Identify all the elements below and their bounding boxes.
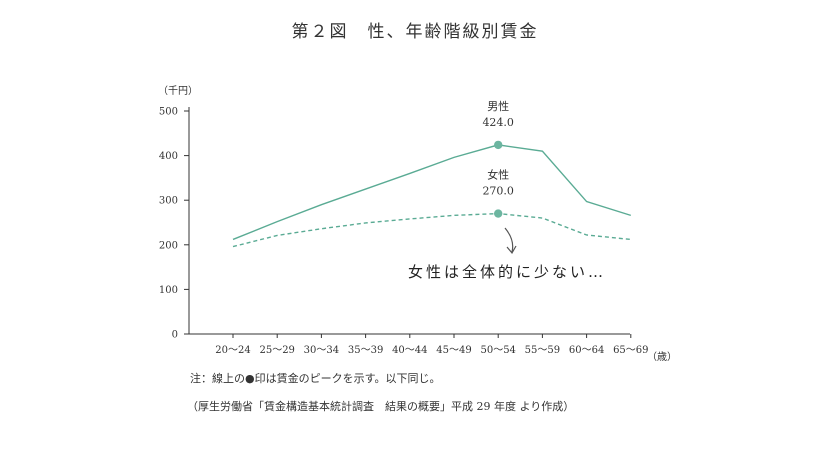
peak-markers: 424.0 男性 270.0 女性 <box>482 99 514 218</box>
x-tick-label: 40～44 <box>392 345 427 356</box>
x-tick-label: 55～59 <box>525 345 560 356</box>
x-axis-unit: （歳） <box>647 351 677 363</box>
chart-note: 注：線上の●印は賃金のピークを示す。以下同じ。 <box>190 371 441 385</box>
peak-value-label: 424.0 <box>482 116 514 129</box>
y-axis-unit: （千円） <box>158 85 198 97</box>
x-tick-label: 35～39 <box>348 345 383 356</box>
series-name-label: 女性 <box>487 168 509 182</box>
x-tick-label: 30～34 <box>304 345 339 356</box>
x-tick-label: 20～24 <box>215 345 250 356</box>
peak-marker <box>494 209 503 218</box>
y-tick-label: 0 <box>172 330 178 341</box>
peak-value-label: 270.0 <box>482 185 514 198</box>
peak-marker <box>494 140 503 150</box>
series-name-label: 男性 <box>487 99 509 113</box>
annotation-text: 女性は全体的に少ない… <box>408 263 606 281</box>
x-tick-label: 25～29 <box>259 345 294 356</box>
x-tick-label: 65～69 <box>613 345 648 356</box>
y-tick-label: 400 <box>159 151 178 162</box>
chart-title: 第２図 性、年齢階級別賃金 <box>292 22 539 42</box>
chart-source: （厚生労働省「賃金構造基本統計調査 結果の概要」平成 29 年度 より作成） <box>187 399 574 413</box>
series-line-female <box>232 212 631 248</box>
x-tick-label: 45～49 <box>436 345 471 356</box>
series-line-male <box>232 144 632 241</box>
x-ticks: 20～24 25～29 30～34 35～39 40～44 45～49 50～54 55～59… <box>215 334 649 356</box>
y-tick-label: 100 <box>159 285 178 296</box>
annotation-arrow <box>504 227 514 253</box>
y-tick-label: 500 <box>159 107 178 118</box>
y-tick-label: 300 <box>159 196 178 207</box>
x-tick-label: 60～64 <box>569 345 604 356</box>
y-tick-label: 200 <box>159 240 178 251</box>
annotation-arrowhead <box>506 245 517 255</box>
x-tick-label: 50～54 <box>480 345 515 356</box>
y-ticks: 0 100 200 300 400 500 <box>159 107 189 341</box>
